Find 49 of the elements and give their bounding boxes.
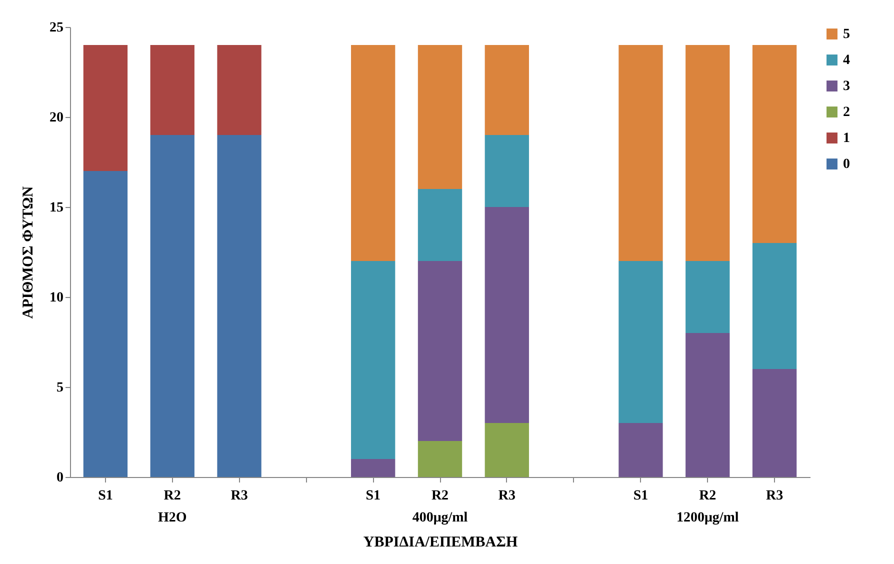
- bar: [418, 441, 462, 477]
- bar: [83, 45, 128, 171]
- y-tick-label: 0: [56, 470, 64, 486]
- bar: [418, 45, 462, 189]
- x-tick-label: R2 400μg/ml: [412, 488, 468, 526]
- y-tick-label: 15: [50, 200, 64, 216]
- y-tick-label: 10: [50, 290, 64, 306]
- bar: [351, 261, 396, 459]
- bar: [484, 207, 529, 423]
- y-tick-label: 20: [50, 110, 64, 126]
- x-tick-label: R2 1200μg/ml: [676, 488, 739, 526]
- bar: [418, 189, 462, 261]
- y-axis-title: ΑΡΙΘΜΟΣ ΦΥΤΩΝ: [20, 186, 36, 319]
- bar: [217, 135, 262, 477]
- bar: [484, 135, 529, 207]
- x-tick-label: S1: [633, 488, 648, 504]
- bar: [217, 45, 262, 135]
- x-axis-title: ΥΒΡΙΔΙΑ/ΕΠΕΜΒΑΣΗ: [363, 534, 518, 550]
- y-tick-label: 5: [56, 380, 64, 396]
- bar: [618, 45, 663, 261]
- bar: [351, 45, 396, 261]
- x-tick-label: R2 H2O: [158, 488, 187, 526]
- x-tick-label: S1: [98, 488, 113, 504]
- bar: [484, 45, 529, 135]
- x-tick-label: R3: [766, 488, 784, 504]
- legend-label: 4: [843, 53, 850, 68]
- bar: [686, 333, 730, 477]
- bar: [150, 45, 194, 135]
- bar: [752, 243, 797, 369]
- legend-label: 1: [843, 131, 850, 146]
- bar: [83, 171, 128, 477]
- legend-label: 2: [843, 105, 850, 120]
- x-tick-label: R3: [498, 488, 516, 504]
- bar: [618, 423, 663, 477]
- bar: [418, 261, 462, 441]
- bar: [618, 261, 663, 423]
- y-tick-label: 25: [50, 20, 64, 36]
- bar: [351, 459, 396, 477]
- bar: [752, 369, 797, 477]
- legend-label: 3: [843, 79, 850, 94]
- bar: [686, 261, 730, 333]
- bar: [686, 45, 730, 261]
- legend-label: 5: [843, 27, 850, 42]
- bar: [752, 45, 797, 243]
- x-tick-label: S1: [366, 488, 380, 504]
- bar: [484, 423, 529, 477]
- legend-label: 0: [843, 157, 850, 172]
- bar: [150, 135, 194, 477]
- x-tick-label: R3: [230, 488, 248, 504]
